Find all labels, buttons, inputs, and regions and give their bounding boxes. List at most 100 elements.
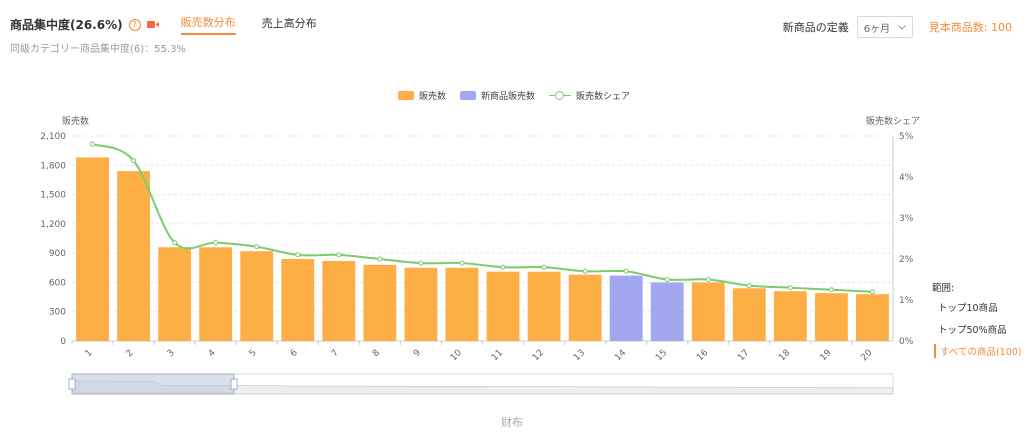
x-tick-label: 8 (371, 348, 382, 359)
definition-select-value: 6ヶ月 (863, 23, 891, 35)
legend-item-sales[interactable]: 販売数 (398, 89, 446, 102)
bar-sales (76, 157, 109, 341)
y-ticks: 0 300 600 900 1,200 1,500 1,800 2,100 (40, 132, 66, 347)
bar-sales (240, 251, 274, 341)
x-tick-label: 5 (248, 348, 259, 359)
y-tick-label: 900 (49, 249, 66, 259)
grid-lines (72, 135, 894, 342)
tab-revenue-distribution[interactable]: 売上高分布 (261, 17, 317, 30)
y-ticks-right: 0% 1% 2% 3% 4% 5% (899, 132, 914, 347)
bar-sales (199, 247, 233, 341)
x-tick-label: 7 (330, 348, 341, 359)
slider-handle (230, 378, 238, 390)
x-tick-label: 3 (166, 348, 177, 359)
bar-sales (117, 171, 150, 341)
header-right: 新商品の定義 6ヶ月 見本商品数: 100 (783, 16, 1012, 38)
chart-legend: 販売数 新商品販売数 販売数シェア (398, 89, 630, 102)
help-icon[interactable]: ? (128, 18, 141, 31)
x-ticks: 1 2 3 4 5 6 7 8 9 10 11 12 13 14 15 16 17 18 19 20 (71, 341, 875, 363)
bar-sales (568, 274, 602, 341)
y-axis-right-label: 販売数シェア (866, 115, 920, 127)
share-point (90, 141, 96, 147)
tab-sales-distribution[interactable]: 販売数分布 (180, 14, 236, 35)
bar-sales (404, 267, 438, 341)
share-point (582, 268, 588, 274)
y-axis-label: 販売数 (62, 115, 89, 127)
page-title: 商品集中度(26.6%) (10, 18, 123, 32)
bar-sales (281, 259, 315, 341)
range-selector: 範囲: トップ10商品 トップ50%商品 すべての商品(100) (932, 280, 1022, 358)
share-point (705, 277, 711, 282)
range-option-top50[interactable]: トップ50%商品 (938, 325, 1007, 336)
definition-label: 新商品の定義 (782, 21, 849, 34)
y-tick-label: 0 (60, 337, 66, 347)
share-point (664, 277, 670, 282)
x-tick-label: 13 (572, 348, 587, 363)
legend-label-new-sales: 新商品販売数 (481, 92, 536, 102)
x-tick-label: 15 (654, 348, 669, 363)
video-icon[interactable] (146, 20, 159, 29)
y-tick-label: 1,800 (40, 161, 66, 171)
x-tick-label: 4 (207, 348, 218, 359)
x-tick-label: 12 (531, 348, 546, 363)
subtitle: 同級カテゴリー商品集中度(6)：55.3% (10, 44, 186, 55)
y-tick-right-label: 3% (899, 214, 914, 224)
share-point (336, 252, 342, 258)
share-point (541, 264, 547, 270)
y-tick-label: 1,500 (40, 191, 66, 201)
bar-sales (691, 282, 725, 341)
x-tick-label: 2 (125, 348, 136, 359)
share-point (131, 158, 137, 164)
legend-swatch-share (549, 90, 572, 101)
x-tick-label: 11 (490, 348, 505, 363)
y-tick-right-label: 1% (899, 296, 914, 306)
legend-swatch-sales (398, 91, 414, 100)
x-tick-label: 6 (289, 348, 300, 359)
bar-new-sales (609, 275, 643, 341)
x-tick-label: 17 (736, 348, 751, 363)
share-point (418, 260, 424, 266)
y-tick-label: 600 (49, 278, 66, 288)
bar-sales (527, 271, 561, 341)
bars (76, 157, 889, 341)
bar-sales (773, 291, 807, 341)
share-point (746, 283, 752, 289)
range-option-top10[interactable]: トップ10商品 (938, 303, 998, 314)
y-tick-right-label: 2% (899, 255, 914, 265)
share-point (787, 285, 793, 291)
bar-sales (815, 293, 848, 341)
chevron-down-icon (897, 24, 906, 30)
range-slider[interactable] (68, 373, 894, 395)
y-tick-label: 1,200 (40, 220, 66, 230)
share-point (459, 260, 465, 266)
share-point (295, 252, 301, 258)
legend-item-share[interactable]: 販売数シェア (549, 89, 630, 102)
slider-handle (68, 378, 76, 390)
definition-select[interactable]: 6ヶ月 (856, 16, 913, 38)
x-tick-label: 9 (412, 348, 423, 359)
header-left: 商品集中度(26.6%) ? 販売数分布 売上高分布 (10, 14, 317, 35)
range-option-all[interactable]: すべての商品(100) (934, 344, 1022, 358)
x-tick-label: 19 (818, 348, 833, 363)
footer-label: 财布 (501, 416, 523, 429)
share-line (90, 141, 875, 295)
share-point (869, 289, 875, 295)
x-tick-label: 18 (777, 348, 792, 363)
x-tick-label: 1 (84, 348, 95, 359)
share-point (828, 287, 834, 293)
x-tick-label: 20 (859, 348, 874, 363)
share-point (213, 240, 219, 246)
bar-sales (322, 260, 356, 341)
legend-label-sales: 販売数 (419, 92, 447, 102)
bar-new-sales (650, 282, 684, 341)
legend-swatch-new-sales (460, 91, 477, 100)
bar-sales (445, 267, 479, 341)
y-tick-label: 2,100 (40, 132, 66, 142)
y-tick-right-label: 4% (899, 173, 914, 183)
share-point (500, 264, 506, 270)
share-point (377, 256, 383, 262)
legend-item-new-sales[interactable]: 新商品販売数 (460, 89, 535, 102)
range-title: 範囲: (932, 283, 955, 294)
x-tick-label: 14 (613, 348, 628, 363)
